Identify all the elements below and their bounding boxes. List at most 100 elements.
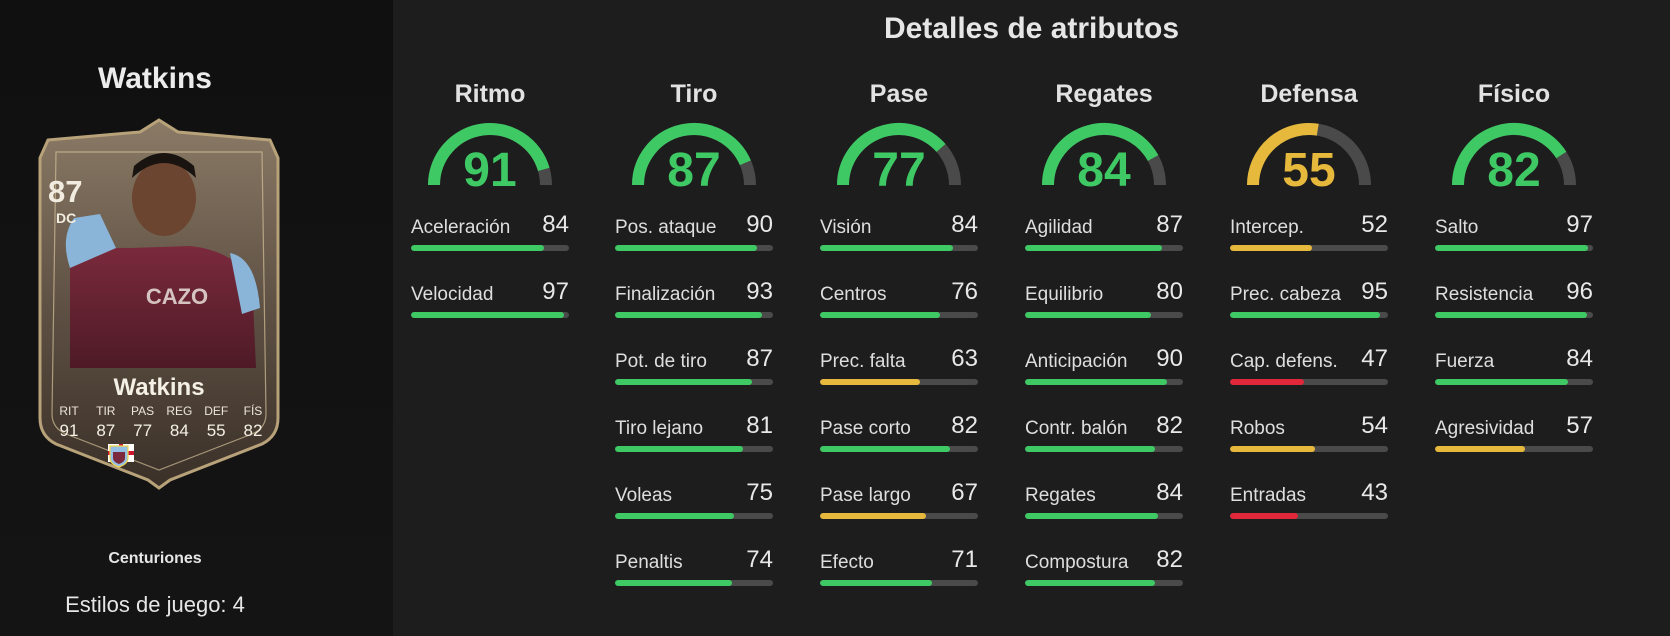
attribute-value: 82 (1156, 546, 1183, 573)
category-value: 84 (1077, 144, 1131, 197)
attribute-bar (615, 245, 773, 251)
attribute-bar (1435, 312, 1593, 318)
attribute-row: Cap. defens. 47 (1230, 341, 1388, 408)
card-stat-value: 82 (243, 421, 263, 440)
category-value: 55 (1282, 144, 1336, 197)
attribute-bar-fill (1025, 379, 1168, 385)
attribute-row: Agilidad 87 (1025, 207, 1183, 274)
card-rating: 87 (48, 174, 83, 209)
attribute-value: 97 (542, 278, 569, 305)
gauge-fill (837, 123, 946, 186)
attribute-bar-fill (1230, 312, 1381, 318)
category-value: 91 (463, 144, 517, 197)
card-stats: RIT 91 TIR 87 PAS 77 REG 84 DEF 55 FÍS 82 (52, 404, 270, 441)
attribute-bar (1230, 245, 1388, 251)
attribute-bar-fill (820, 513, 926, 519)
attribute-bar (1025, 446, 1183, 452)
attribute-value: 81 (746, 412, 773, 439)
category-name: Pase (869, 80, 929, 108)
attribute-value: 87 (1156, 211, 1183, 238)
attribute-bar (1025, 379, 1183, 385)
attribute-bar (820, 245, 978, 251)
attribute-row: Robos 54 (1230, 408, 1388, 475)
attribute-name: Prec. cabeza (1230, 284, 1341, 305)
attribute-name: Pos. ataque (615, 217, 717, 238)
attribute-name: Tiro lejano (615, 418, 704, 439)
attribute-row: Fuerza 84 (1435, 341, 1593, 408)
attribute-bar-fill (820, 245, 953, 251)
attribute-bar-fill (1025, 245, 1163, 251)
attribute-bar-fill (615, 580, 732, 586)
attribute-bar-fill (820, 446, 950, 452)
attribute-value: 82 (951, 412, 978, 439)
attribute-name: Aceleración (411, 217, 511, 238)
attribute-name: Penaltis (615, 552, 683, 573)
attribute-bar (615, 580, 773, 586)
attribute-bar-fill (1025, 580, 1155, 586)
attribute-value: 74 (746, 546, 773, 573)
category-column-físico: Físico 82 Salto 97 Resistencia 96 Fuerza 84 Agre… (1435, 80, 1593, 475)
attribute-row: Pos. ataque 90 (615, 207, 773, 274)
attribute-row: Anticipación 90 (1025, 341, 1183, 408)
attribute-bar-fill (1025, 446, 1155, 452)
attribute-bar-fill (820, 312, 941, 318)
card-position: DC (56, 210, 77, 226)
attribute-name: Efecto (820, 552, 874, 573)
attribute-bar (820, 446, 978, 452)
attribute-value: 97 (1566, 211, 1593, 238)
attribute-name: Velocidad (411, 284, 494, 305)
category-name: Tiro (670, 80, 718, 108)
category-column-defensa: Defensa 55 Intercep. 52 Prec. cabeza 95 Cap. d… (1230, 80, 1388, 542)
attribute-row: Compostura 82 (1025, 542, 1183, 609)
gauge-arc-icon (428, 123, 552, 186)
attribute-bar (1025, 312, 1183, 318)
attribute-bar-fill (1025, 312, 1152, 318)
player-card[interactable]: CAZO 87 DC Watkins RIT 91 TIR 87 PAS 77 REG 84 D… (30, 118, 288, 490)
gauge-arc-icon (632, 123, 756, 186)
attribute-bar-fill (820, 379, 920, 385)
attribute-name: Agilidad (1025, 217, 1093, 238)
category-gauge: 91 (424, 117, 556, 197)
card-player-name: Watkins (113, 374, 205, 401)
attribute-row: Agresividad 57 (1435, 408, 1593, 475)
attribute-bar-fill (615, 379, 753, 385)
attribute-name: Compostura (1025, 552, 1129, 573)
attribute-bar-fill (1230, 446, 1316, 452)
attribute-bar (1025, 245, 1183, 251)
attribute-name: Anticipación (1025, 351, 1128, 372)
category-name: Defensa (1260, 80, 1358, 108)
attribute-bar-fill (1435, 446, 1526, 452)
attribute-bar (1025, 513, 1183, 519)
category-gauge: 87 (628, 117, 760, 197)
attribute-name: Centros (820, 284, 887, 305)
gauge-fill (1042, 123, 1159, 186)
attribute-value: 75 (746, 479, 773, 506)
attribute-bar-fill (1435, 379, 1568, 385)
gauge-arc-icon (1042, 123, 1166, 186)
attribute-row: Penaltis 74 (615, 542, 773, 609)
card-stat-value: 84 (169, 421, 189, 440)
category-gauge: 55 (1243, 117, 1375, 197)
attribute-bar-fill (411, 245, 544, 251)
attribute-name: Regates (1025, 485, 1096, 506)
attribute-value: 95 (1361, 278, 1388, 305)
attribute-bar (1435, 379, 1593, 385)
attribute-bar (1230, 513, 1388, 519)
category-column-tiro: Tiro 87 Pos. ataque 90 Finalización 93 Pot. de… (615, 80, 773, 609)
attribute-name: Contr. balón (1025, 418, 1128, 439)
attribute-bar (615, 513, 773, 519)
category-column-regates: Regates 84 Agilidad 87 Equilibrio 80 Anticipac… (1025, 80, 1183, 609)
attribute-value: 90 (1156, 345, 1183, 372)
attribute-row: Finalización 93 (615, 274, 773, 341)
card-stat: DEF 55 (199, 404, 233, 441)
category-column-ritmo: Ritmo 91 Aceleración 84 Velocidad 97 (411, 80, 569, 341)
attribute-value: 52 (1361, 211, 1388, 238)
attribute-value: 90 (746, 211, 773, 238)
attribute-value: 47 (1361, 345, 1388, 372)
svg-text:CAZO: CAZO (146, 284, 208, 309)
attribute-name: Fuerza (1435, 351, 1495, 372)
playstyles-count[interactable]: Estilos de juego: 4 (65, 592, 245, 617)
gauge-arc-icon (1452, 123, 1576, 186)
attribute-value: 43 (1361, 479, 1388, 506)
attribute-name: Agresividad (1435, 418, 1535, 439)
